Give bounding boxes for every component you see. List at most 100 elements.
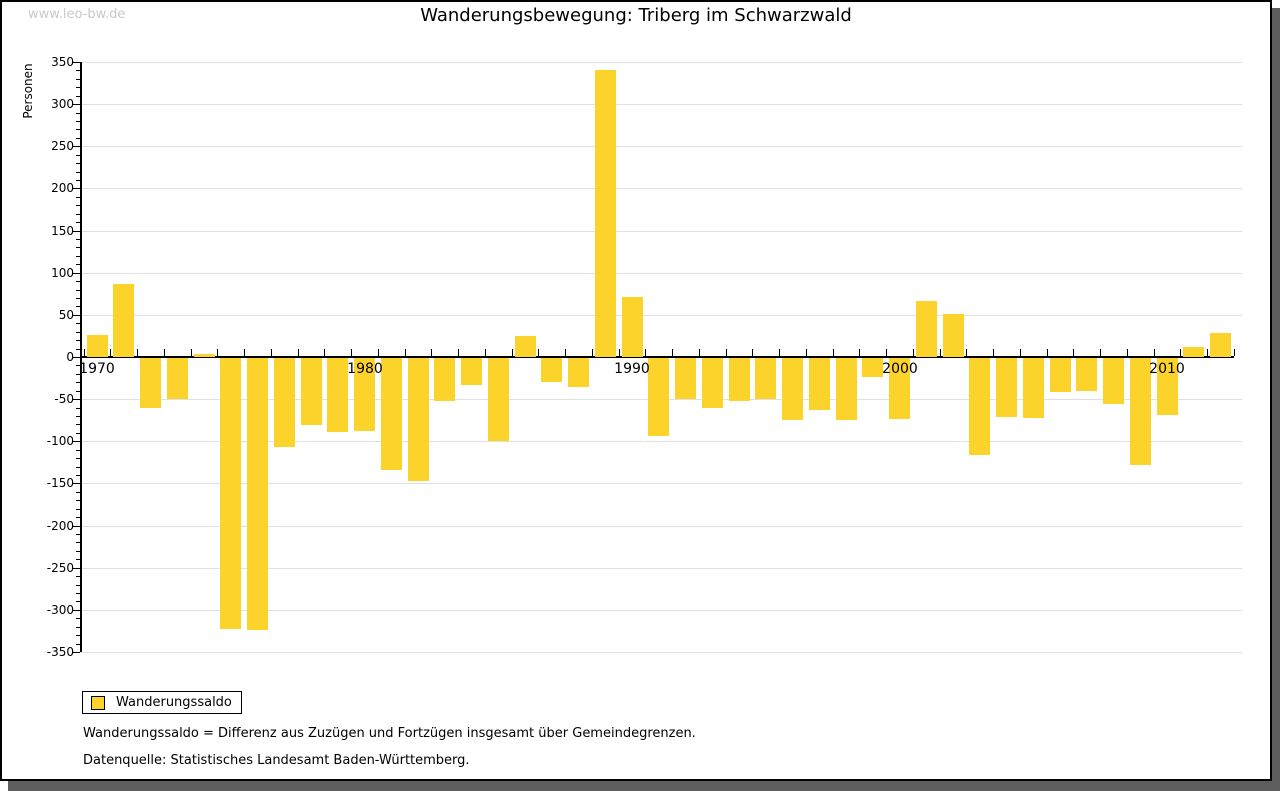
y-tick-label: 350 — [51, 55, 74, 69]
y-tick-label: 150 — [51, 223, 74, 238]
y-tick — [76, 281, 80, 283]
x-tick — [1207, 349, 1208, 356]
y-tick-label: -200 — [46, 518, 74, 533]
bar-1982 — [408, 358, 429, 481]
y-tick-label: -350 — [46, 645, 74, 659]
bar-1980 — [354, 358, 375, 431]
y-tick — [73, 272, 80, 274]
x-tick — [324, 349, 325, 356]
bar-1972 — [140, 358, 161, 408]
bar-2000 — [889, 358, 910, 419]
plot-area: 350 300 250 200 150 100 50 0 -50 -100 -150 -200 -250… — [2, 2, 1270, 779]
bar-2006 — [1050, 358, 1071, 392]
y-tick — [76, 171, 80, 173]
y-tick — [76, 449, 80, 451]
x-tick — [913, 349, 914, 356]
y-tick — [76, 432, 80, 434]
y-tick — [76, 129, 80, 131]
y-tick — [73, 357, 80, 358]
x-tick — [1154, 349, 1155, 356]
y-tick-label: 100 — [51, 265, 74, 280]
y-tick — [76, 458, 80, 460]
legend: Wanderungssaldo — [82, 691, 242, 714]
x-tick — [538, 349, 539, 356]
bar-1973 — [167, 358, 188, 399]
bar-2004 — [996, 358, 1017, 417]
bar-1991 — [648, 358, 669, 436]
x-tick — [1073, 349, 1074, 356]
bar-2007 — [1076, 358, 1097, 391]
bar-1995 — [755, 358, 776, 399]
gridline — [80, 146, 1242, 148]
bar-1985 — [488, 358, 509, 441]
y-tick — [76, 508, 80, 510]
y-tick — [76, 542, 80, 544]
x-tick — [1234, 349, 1235, 356]
bar-1996 — [782, 358, 803, 420]
bar-2003 — [969, 358, 990, 455]
x-tick — [993, 349, 994, 356]
x-tick — [565, 349, 566, 356]
y-tick — [73, 146, 80, 148]
x-tick — [512, 349, 513, 356]
gridline — [80, 483, 1242, 485]
bar-1976 — [247, 358, 268, 630]
y-tick — [76, 390, 80, 392]
y-tick — [76, 559, 80, 561]
legend-label: Wanderungssaldo — [116, 695, 232, 710]
y-tick — [76, 154, 80, 156]
y-tick-label: 200 — [51, 181, 74, 196]
y-tick-label: 250 — [51, 139, 74, 154]
bar-1993 — [702, 358, 723, 408]
x-tick — [592, 349, 593, 356]
gridline — [80, 567, 1242, 569]
x-axis-line — [80, 356, 1234, 358]
y-tick-label: 300 — [51, 97, 74, 112]
y-tick — [76, 618, 80, 620]
y-tick — [76, 424, 80, 426]
y-tick — [76, 112, 80, 114]
gridline — [80, 652, 1242, 653]
y-tick — [73, 567, 80, 569]
bar-2010 — [1157, 358, 1178, 415]
x-tick-label: 1980 — [347, 361, 383, 377]
x-tick — [378, 349, 379, 356]
footnote-definition: Wanderungssaldo = Differenz aus Zuzügen … — [83, 726, 696, 741]
x-tick — [645, 349, 646, 356]
x-tick — [726, 349, 727, 356]
y-tick — [76, 584, 80, 586]
bar-1992 — [675, 358, 696, 399]
bar-2005 — [1023, 358, 1044, 418]
y-tick — [76, 466, 80, 468]
x-tick — [84, 349, 85, 356]
y-tick — [73, 399, 80, 401]
y-tick — [73, 62, 80, 63]
x-tick — [244, 349, 245, 356]
x-tick — [485, 349, 486, 356]
y-tick — [76, 348, 80, 350]
y-tick — [76, 491, 80, 493]
x-tick — [405, 349, 406, 356]
gridline — [80, 609, 1242, 611]
y-tick — [76, 298, 80, 299]
y-tick — [73, 314, 80, 316]
y-tick — [76, 340, 80, 342]
y-tick-label: -250 — [46, 560, 74, 575]
y-tick — [76, 626, 80, 628]
x-tick — [1100, 349, 1101, 356]
x-tick — [886, 349, 887, 356]
x-tick — [217, 349, 218, 356]
gridline — [80, 525, 1242, 527]
bar-1987 — [541, 358, 562, 382]
bar-1978 — [301, 358, 322, 425]
x-tick — [752, 349, 753, 356]
bar-1997 — [809, 358, 830, 410]
bar-1981 — [381, 358, 402, 470]
y-tick — [76, 500, 80, 502]
bar-1983 — [434, 358, 455, 401]
x-tick — [859, 349, 860, 356]
y-tick — [76, 163, 80, 165]
window-shadow-bottom — [8, 781, 1280, 791]
y-tick — [76, 70, 80, 72]
